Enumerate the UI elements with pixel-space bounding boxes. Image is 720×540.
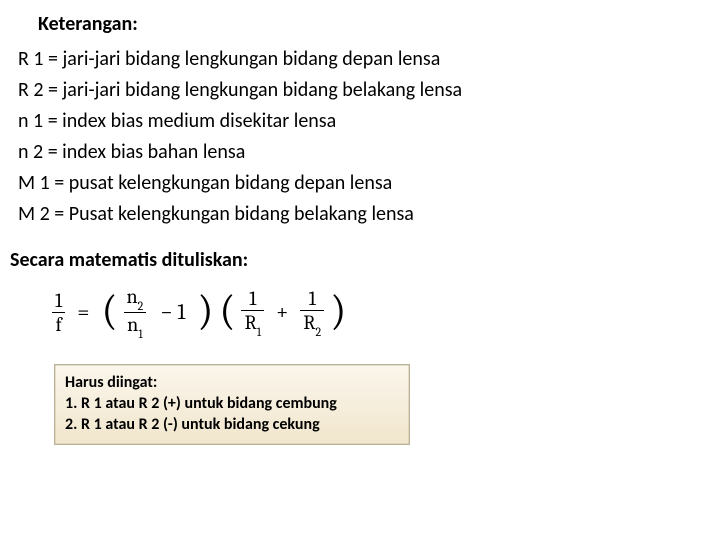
frac-den: R2	[300, 312, 324, 337]
note-box: Harus diingat: 1. R 1 atau R 2 (+) untuk…	[54, 364, 410, 444]
rparen-2: )	[330, 294, 346, 328]
R-symbol: R	[244, 311, 256, 334]
lensmaker-formula: 1 f = ( n2 n1 − 1 ) ( 1 R1 + 1 R2 )	[52, 286, 710, 338]
frac-n2-over-n1: n2 n1	[124, 286, 147, 338]
def-line: n 2 = index bias bahan lensa	[18, 137, 710, 168]
subheading: Secara matematis dituliskan:	[10, 248, 710, 272]
subscript: 2	[316, 325, 322, 339]
equals: =	[71, 299, 95, 325]
R-symbol: R	[303, 311, 315, 334]
note-line-2: 2. R 1 atau R 2 (-) untuk bidang cekung	[65, 415, 399, 436]
frac-den: R1	[241, 312, 264, 337]
n-symbol: n	[127, 313, 138, 336]
subscript: 1	[138, 327, 142, 341]
minus-one: − 1	[152, 299, 191, 325]
definitions-block: R 1 = jari-jari bidang lengkungan bidang…	[18, 44, 710, 230]
def-line: n 1 = index bias medium disekitar lensa	[18, 106, 710, 137]
n-symbol: n	[127, 285, 138, 308]
subscript: 2	[138, 299, 144, 313]
note-line-1: 1. R 1 atau R 2 (+) untuk bidang cembung	[65, 394, 399, 415]
rparen-1: )	[197, 294, 213, 328]
plus: +	[270, 299, 294, 325]
frac-num: 1	[246, 288, 259, 309]
frac-den: n1	[124, 314, 146, 339]
page: Keterangan: R 1 = jari-jari bidang lengk…	[0, 0, 720, 540]
frac-num: 1	[306, 288, 319, 309]
frac-1-over-R2: 1 R2	[300, 288, 324, 337]
frac-den: f	[52, 314, 64, 335]
subscript: 1	[257, 325, 261, 339]
frac-num: 1	[52, 290, 65, 311]
heading-keterangan: Keterangan:	[38, 12, 710, 36]
def-line: M 1 = pusat kelengkungan bidang depan le…	[18, 168, 710, 199]
def-line: M 2 = Pusat kelengkungan bidang belakang…	[18, 199, 710, 230]
def-line: R 2 = jari-jari bidang lengkungan bidang…	[18, 75, 710, 106]
lparen-2: (	[219, 294, 235, 328]
def-line: R 1 = jari-jari bidang lengkungan bidang…	[18, 44, 710, 75]
lparen-1: (	[101, 294, 117, 328]
frac-1-over-R1: 1 R1	[241, 288, 264, 337]
frac-num: n2	[124, 286, 147, 311]
note-title: Harus diingat:	[65, 373, 399, 394]
frac-1-over-f: 1 f	[52, 290, 65, 335]
